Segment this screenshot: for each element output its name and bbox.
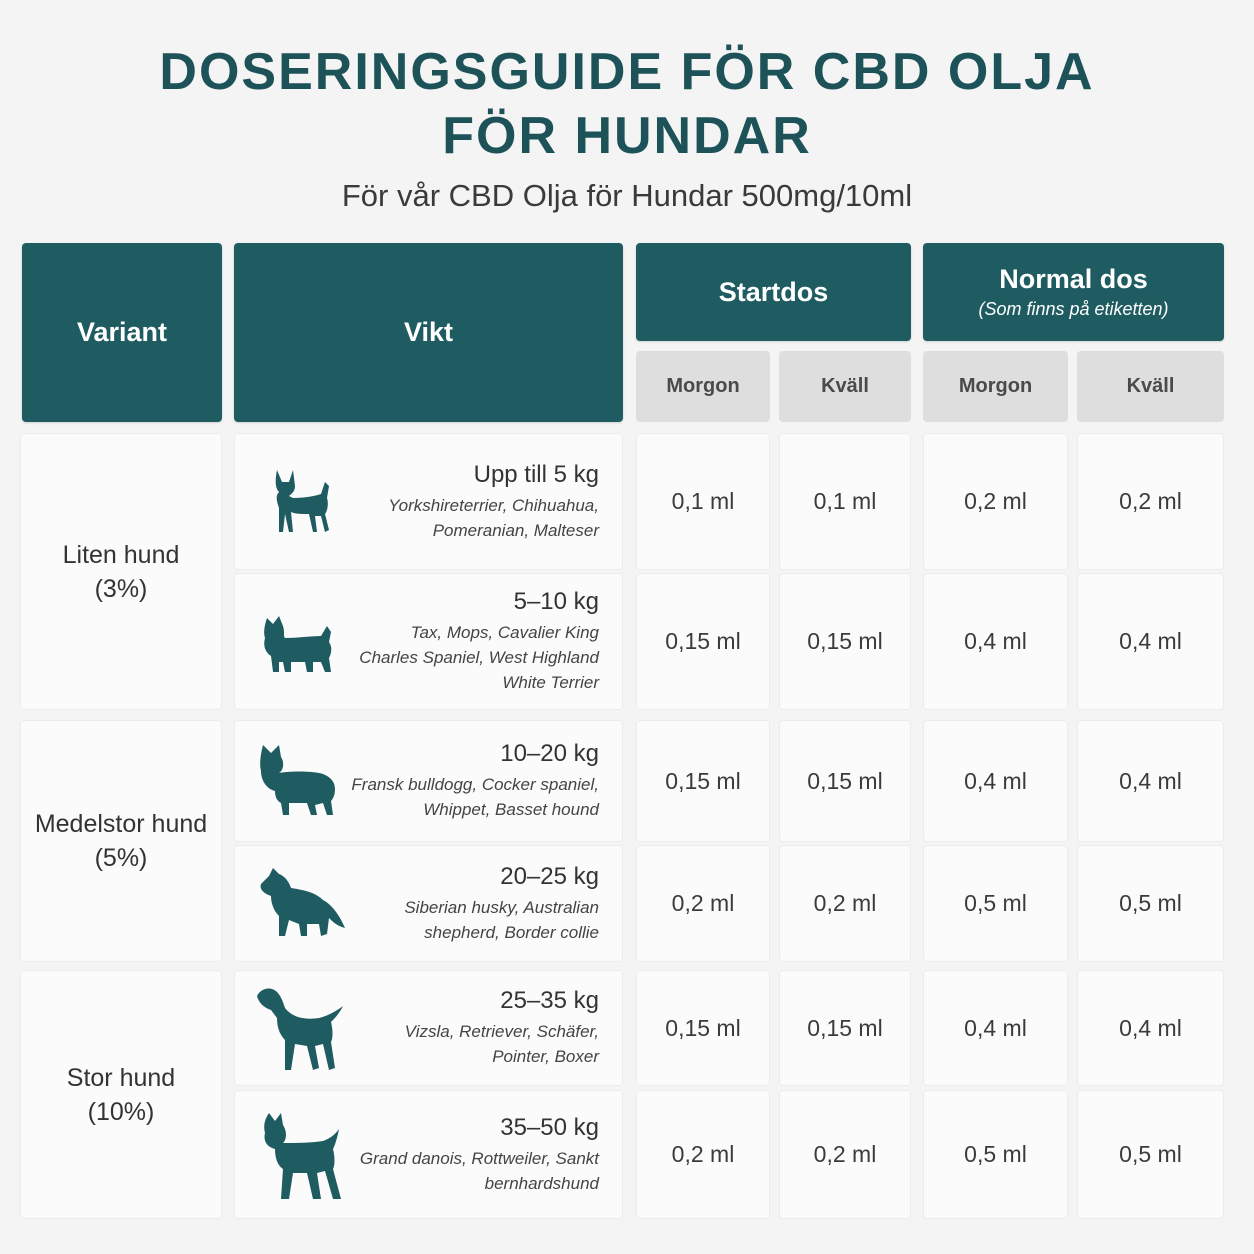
- dose-normal-morning-0: 0,2 ml: [923, 433, 1068, 570]
- weight-label-1: 5–10 kg: [513, 588, 599, 615]
- variant-large-percent: (10%): [87, 1097, 155, 1126]
- weight-label-2: 10–20 kg: [500, 740, 599, 767]
- dose-normal-morning-2: 0,4 ml: [923, 720, 1068, 842]
- dose-start-morning-3: 0,2 ml: [636, 845, 770, 962]
- weight-cell-2: 10–20 kg Fransk bulldogg, Cocker spaniel…: [234, 720, 623, 842]
- subheader-normal-morning: Morgon: [923, 351, 1068, 422]
- dose-start-evening-0: 0,1 ml: [779, 433, 911, 570]
- header-variant: Variant: [22, 243, 222, 422]
- variant-medium-name: Medelstor hund: [34, 810, 208, 838]
- subtitle: För vår CBD Olja för Hundar 500mg/10ml: [341, 178, 913, 213]
- variant-small-percent: (3%): [94, 574, 148, 603]
- dose-start-morning-4: 0,15 ml: [636, 970, 770, 1086]
- mastiff-icon: [249, 1105, 349, 1205]
- breeds-5: Grand danois, Rottweiler, Sankt bernhard…: [359, 1148, 599, 1193]
- breeds-0: Yorkshireterrier, Chihuahua, Pomeranian,…: [388, 495, 599, 540]
- dose-start-morning-5: 0,2 ml: [636, 1090, 770, 1219]
- weight-label-4: 25–35 kg: [500, 987, 599, 1014]
- variant-large-name: Stor hund: [66, 1063, 176, 1092]
- dose-start-morning-0: 0,1 ml: [636, 433, 770, 570]
- title-line-1: DOSERINGSGUIDE FÖR CBD OLJA: [159, 43, 1095, 101]
- subheader-start-morning-label: Morgon: [666, 375, 740, 397]
- subheader-start-evening: Kväll: [779, 351, 911, 422]
- collie-icon: [249, 854, 349, 954]
- dose-normal-evening-0: 0,2 ml: [1077, 433, 1224, 570]
- dose-normal-evening-3: 0,5 ml: [1077, 845, 1224, 962]
- dose-start-evening-5: 0,2 ml: [779, 1090, 911, 1219]
- variant-large: Stor hund (10%): [20, 970, 222, 1219]
- subheader-start-evening-label: Kväll: [821, 375, 869, 397]
- weight-label-3: 20–25 kg: [500, 862, 599, 890]
- breeds-2: Fransk bulldogg, Cocker spaniel, Whippet…: [351, 775, 599, 819]
- weight-cell-1: 5–10 kg Tax, Mops, Cavalier King Charles…: [234, 573, 623, 710]
- title-line-2: FÖR HUNDAR: [442, 107, 812, 165]
- bulldog-icon: [249, 731, 349, 831]
- weight-cell-0: Upp till 5 kg Yorkshireterrier, Chihuahu…: [234, 433, 623, 570]
- weight-label-5: 35–50 kg: [500, 1113, 599, 1141]
- variant-small: Liten hund (3%): [20, 433, 222, 710]
- dose-start-evening-4: 0,15 ml: [779, 970, 911, 1086]
- dose-start-evening-2: 0,15 ml: [779, 720, 911, 842]
- dose-start-morning-1: 0,15 ml: [636, 573, 770, 710]
- header-startdos: Startdos: [636, 243, 911, 341]
- variant-medium-percent: (5%): [94, 844, 148, 872]
- chihuahua-icon: [249, 452, 349, 552]
- dose-normal-morning-4: 0,4 ml: [923, 970, 1068, 1086]
- header-weight: Vikt: [234, 243, 623, 422]
- dose-normal-evening-4: 0,4 ml: [1077, 970, 1224, 1086]
- page-title: DOSERINGSGUIDE FÖR CBD OLJA FÖR HUNDAR: [0, 40, 1254, 168]
- header-variant-label: Variant: [76, 317, 168, 347]
- weight-label-0: Upp till 5 kg: [473, 460, 599, 488]
- header-normaldos-note: (Som finns på etiketten): [978, 299, 1169, 319]
- dose-start-evening-3: 0,2 ml: [779, 845, 911, 962]
- breeds-4: Vizsla, Retriever, Schäfer, Pointer, Box…: [404, 1022, 599, 1066]
- header-normaldos-label: Normal dos: [999, 264, 1148, 294]
- dose-normal-evening-1: 0,4 ml: [1077, 573, 1224, 710]
- dose-start-evening-1: 0,15 ml: [779, 573, 911, 710]
- weight-cell-4: 25–35 kg Vizsla, Retriever, Schäfer, Poi…: [234, 970, 623, 1086]
- subheader-start-morning: Morgon: [636, 351, 770, 422]
- subheader-normal-morning-label: Morgon: [958, 375, 1033, 397]
- subheader-normal-evening: Kväll: [1077, 351, 1224, 422]
- terrier-icon: [249, 592, 349, 692]
- weight-cell-5: 35–50 kg Grand danois, Rottweiler, Sankt…: [234, 1090, 623, 1219]
- header-normaldos: Normal dos (Som finns på etiketten): [923, 243, 1224, 341]
- dose-normal-morning-5: 0,5 ml: [923, 1090, 1068, 1219]
- header-startdos-label: Startdos: [718, 276, 829, 307]
- subheader-normal-evening-label: Kväll: [1126, 375, 1175, 397]
- header-weight-label: Vikt: [403, 317, 454, 347]
- variant-small-name: Liten hund: [62, 540, 180, 569]
- dose-start-morning-2: 0,15 ml: [636, 720, 770, 842]
- pointer-icon: [249, 978, 349, 1078]
- dose-normal-morning-1: 0,4 ml: [923, 573, 1068, 710]
- dose-normal-evening-2: 0,4 ml: [1077, 720, 1224, 842]
- variant-medium: Medelstor hund (5%): [20, 720, 222, 962]
- breeds-1: Tax, Mops, Cavalier King Charles Spaniel…: [359, 623, 599, 692]
- weight-cell-3: 20–25 kg Siberian husky, Australian shep…: [234, 845, 623, 962]
- dose-normal-evening-5: 0,5 ml: [1077, 1090, 1224, 1219]
- dose-normal-morning-3: 0,5 ml: [923, 845, 1068, 962]
- breeds-3: Siberian husky, Australian shepherd, Bor…: [404, 897, 599, 942]
